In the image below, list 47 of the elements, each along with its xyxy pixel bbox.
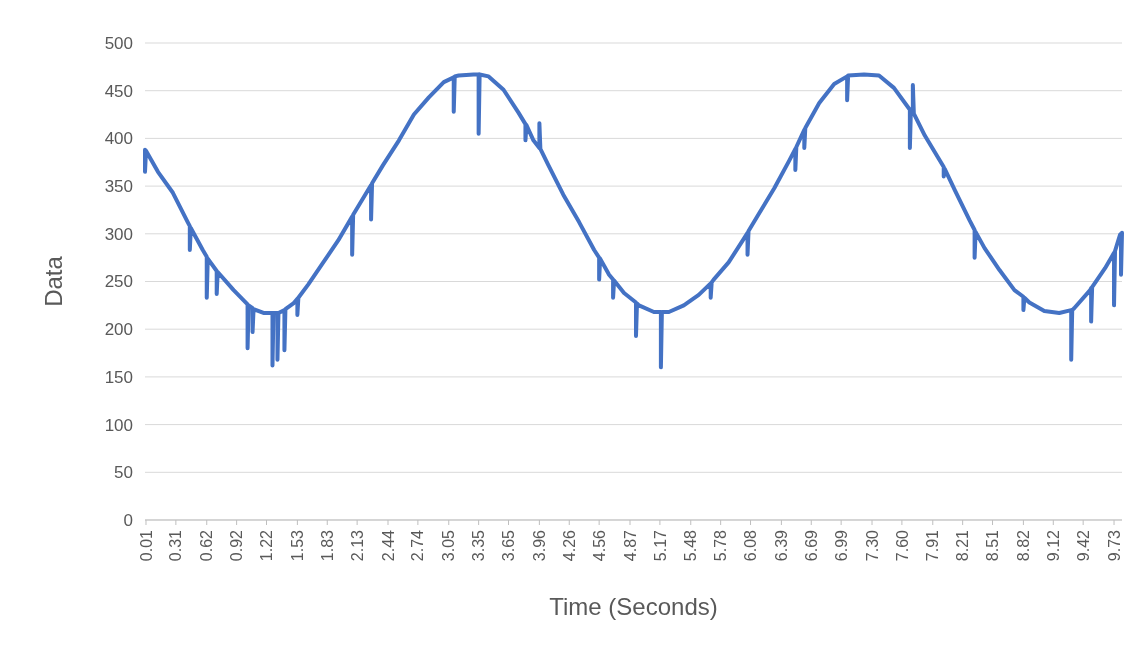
line-series	[143, 72, 1124, 370]
x-tick-label: 4.26	[560, 529, 578, 562]
x-tick-label: 7.30	[863, 529, 881, 562]
y-tick-label: 500	[104, 33, 133, 53]
x-tick-label: 1.53	[288, 529, 306, 562]
x-tick-label: 4.56	[590, 529, 608, 562]
x-tick-label: 8.51	[984, 529, 1002, 562]
y-tick-label: 100	[104, 415, 133, 435]
x-tick-label: 7.91	[924, 529, 942, 562]
x-tick-label: 9.42	[1074, 529, 1092, 562]
x-tick-label: 3.65	[500, 529, 518, 562]
x-tick-label: 1.83	[318, 529, 336, 562]
y-axis-title: Data	[40, 255, 67, 307]
x-tick-label: 2.13	[348, 529, 366, 562]
x-tick-label: 2.44	[379, 529, 397, 562]
y-tick-label: 350	[104, 177, 133, 197]
x-tick-label: 8.21	[954, 529, 972, 562]
y-tick-label: 450	[104, 81, 133, 101]
x-tick-label: 6.69	[802, 529, 820, 562]
x-tick-label: 0.62	[198, 529, 216, 562]
x-tick-label: 2.74	[409, 529, 427, 562]
x-tick-label: 5.78	[712, 529, 730, 562]
y-tick-label: 0	[123, 510, 133, 530]
y-tick-label: 250	[104, 272, 133, 292]
x-tick-label: 8.82	[1015, 529, 1032, 562]
y-tick-label: 150	[104, 367, 133, 387]
x-tick-label: 5.17	[651, 529, 669, 562]
x-tick-label: 0.31	[167, 529, 185, 562]
x-tick-label: 3.96	[530, 529, 548, 562]
x-tick-label: 6.99	[832, 529, 850, 562]
x-axis-title: Time (Seconds)	[549, 593, 718, 620]
x-tick-label: 1.22	[258, 529, 276, 562]
y-tick-label: 50	[114, 463, 133, 483]
x-tick-label: 6.08	[742, 529, 760, 562]
y-tick-label: 300	[104, 224, 133, 244]
x-tick-label: 6.39	[772, 529, 790, 562]
x-tick-label: 4.87	[621, 529, 639, 562]
y-tick-label: 400	[104, 129, 133, 149]
x-tick-label: 9.12	[1044, 529, 1062, 562]
x-tick-label: 0.92	[228, 529, 246, 562]
x-tick-label: 3.35	[470, 529, 488, 562]
x-tick-label: 9.73	[1105, 529, 1123, 562]
x-tick-label: 0.01	[137, 529, 155, 562]
y-tick-label: 200	[104, 320, 133, 340]
x-tick-label: 7.60	[893, 529, 911, 562]
x-tick-label: 3.05	[440, 529, 458, 562]
x-tick-label: 5.48	[682, 529, 700, 562]
